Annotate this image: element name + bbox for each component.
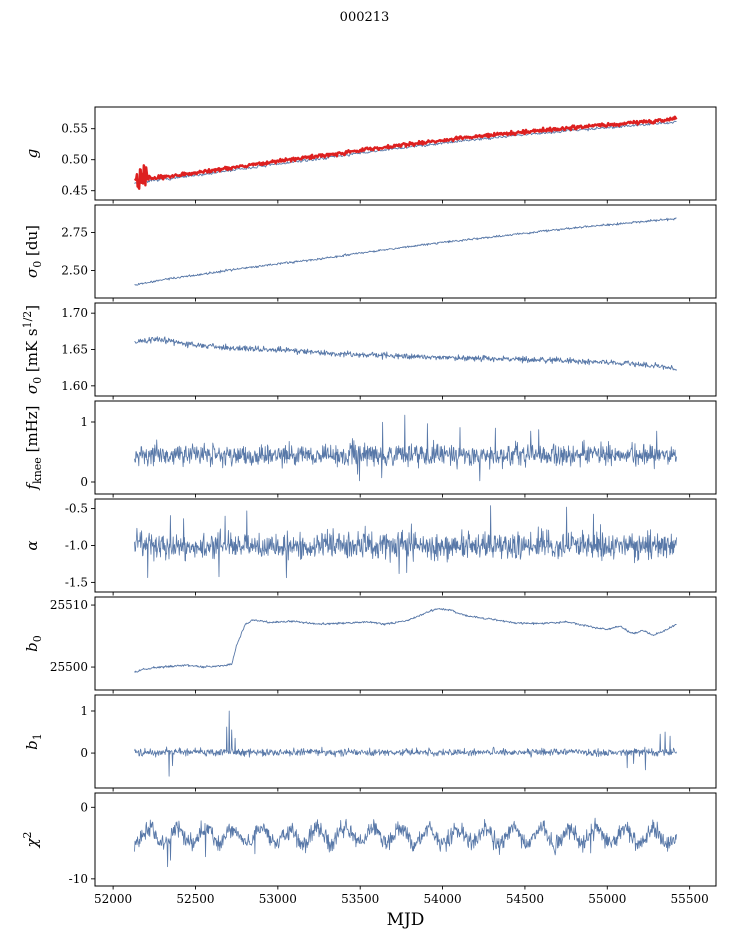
svg-text:1.60: 1.60 [61, 379, 88, 393]
svg-text:1: 1 [80, 704, 88, 718]
svg-text:25500: 25500 [50, 660, 88, 674]
svg-text:g: g [23, 149, 41, 159]
svg-text:α: α [23, 540, 41, 550]
svg-text:0.50: 0.50 [61, 153, 88, 167]
svg-text:1: 1 [80, 415, 88, 429]
svg-text:-10: -10 [69, 872, 88, 886]
svg-text:55000: 55000 [588, 892, 626, 906]
svg-text:53500: 53500 [341, 892, 379, 906]
svg-text:0: 0 [80, 800, 88, 814]
svg-text:0: 0 [80, 746, 88, 760]
svg-text:b0: b0 [23, 635, 44, 652]
svg-text:1.65: 1.65 [61, 343, 88, 357]
svg-text:σ0 [mK s1/2]: σ0 [mK s1/2] [21, 305, 44, 394]
svg-text:54000: 54000 [423, 892, 461, 906]
svg-text:1.70: 1.70 [61, 306, 88, 320]
svg-text:fknee [mHz]: fknee [mHz] [23, 405, 44, 490]
svg-text:0.45: 0.45 [61, 184, 88, 198]
svg-text:-1.0: -1.0 [65, 539, 88, 553]
svg-text:2.75: 2.75 [61, 225, 88, 239]
svg-text:52000: 52000 [94, 892, 132, 906]
svg-text:0: 0 [80, 475, 88, 489]
svg-text:54500: 54500 [506, 892, 544, 906]
svg-text:MJD: MJD [387, 910, 425, 930]
svg-text:b1: b1 [23, 733, 44, 750]
svg-text:2.50: 2.50 [61, 264, 88, 278]
svg-text:-0.5: -0.5 [65, 502, 88, 516]
figure-title: 000213 [339, 10, 390, 25]
svg-text:0.55: 0.55 [61, 122, 88, 136]
svg-text:χ2: χ2 [21, 831, 41, 848]
svg-text:55500: 55500 [671, 892, 709, 906]
svg-text:-1.5: -1.5 [65, 575, 88, 589]
svg-text:25510: 25510 [50, 598, 88, 612]
svg-text:53000: 53000 [259, 892, 297, 906]
svg-text:σ0 [du]: σ0 [du] [23, 225, 44, 278]
svg-text:52500: 52500 [176, 892, 214, 906]
